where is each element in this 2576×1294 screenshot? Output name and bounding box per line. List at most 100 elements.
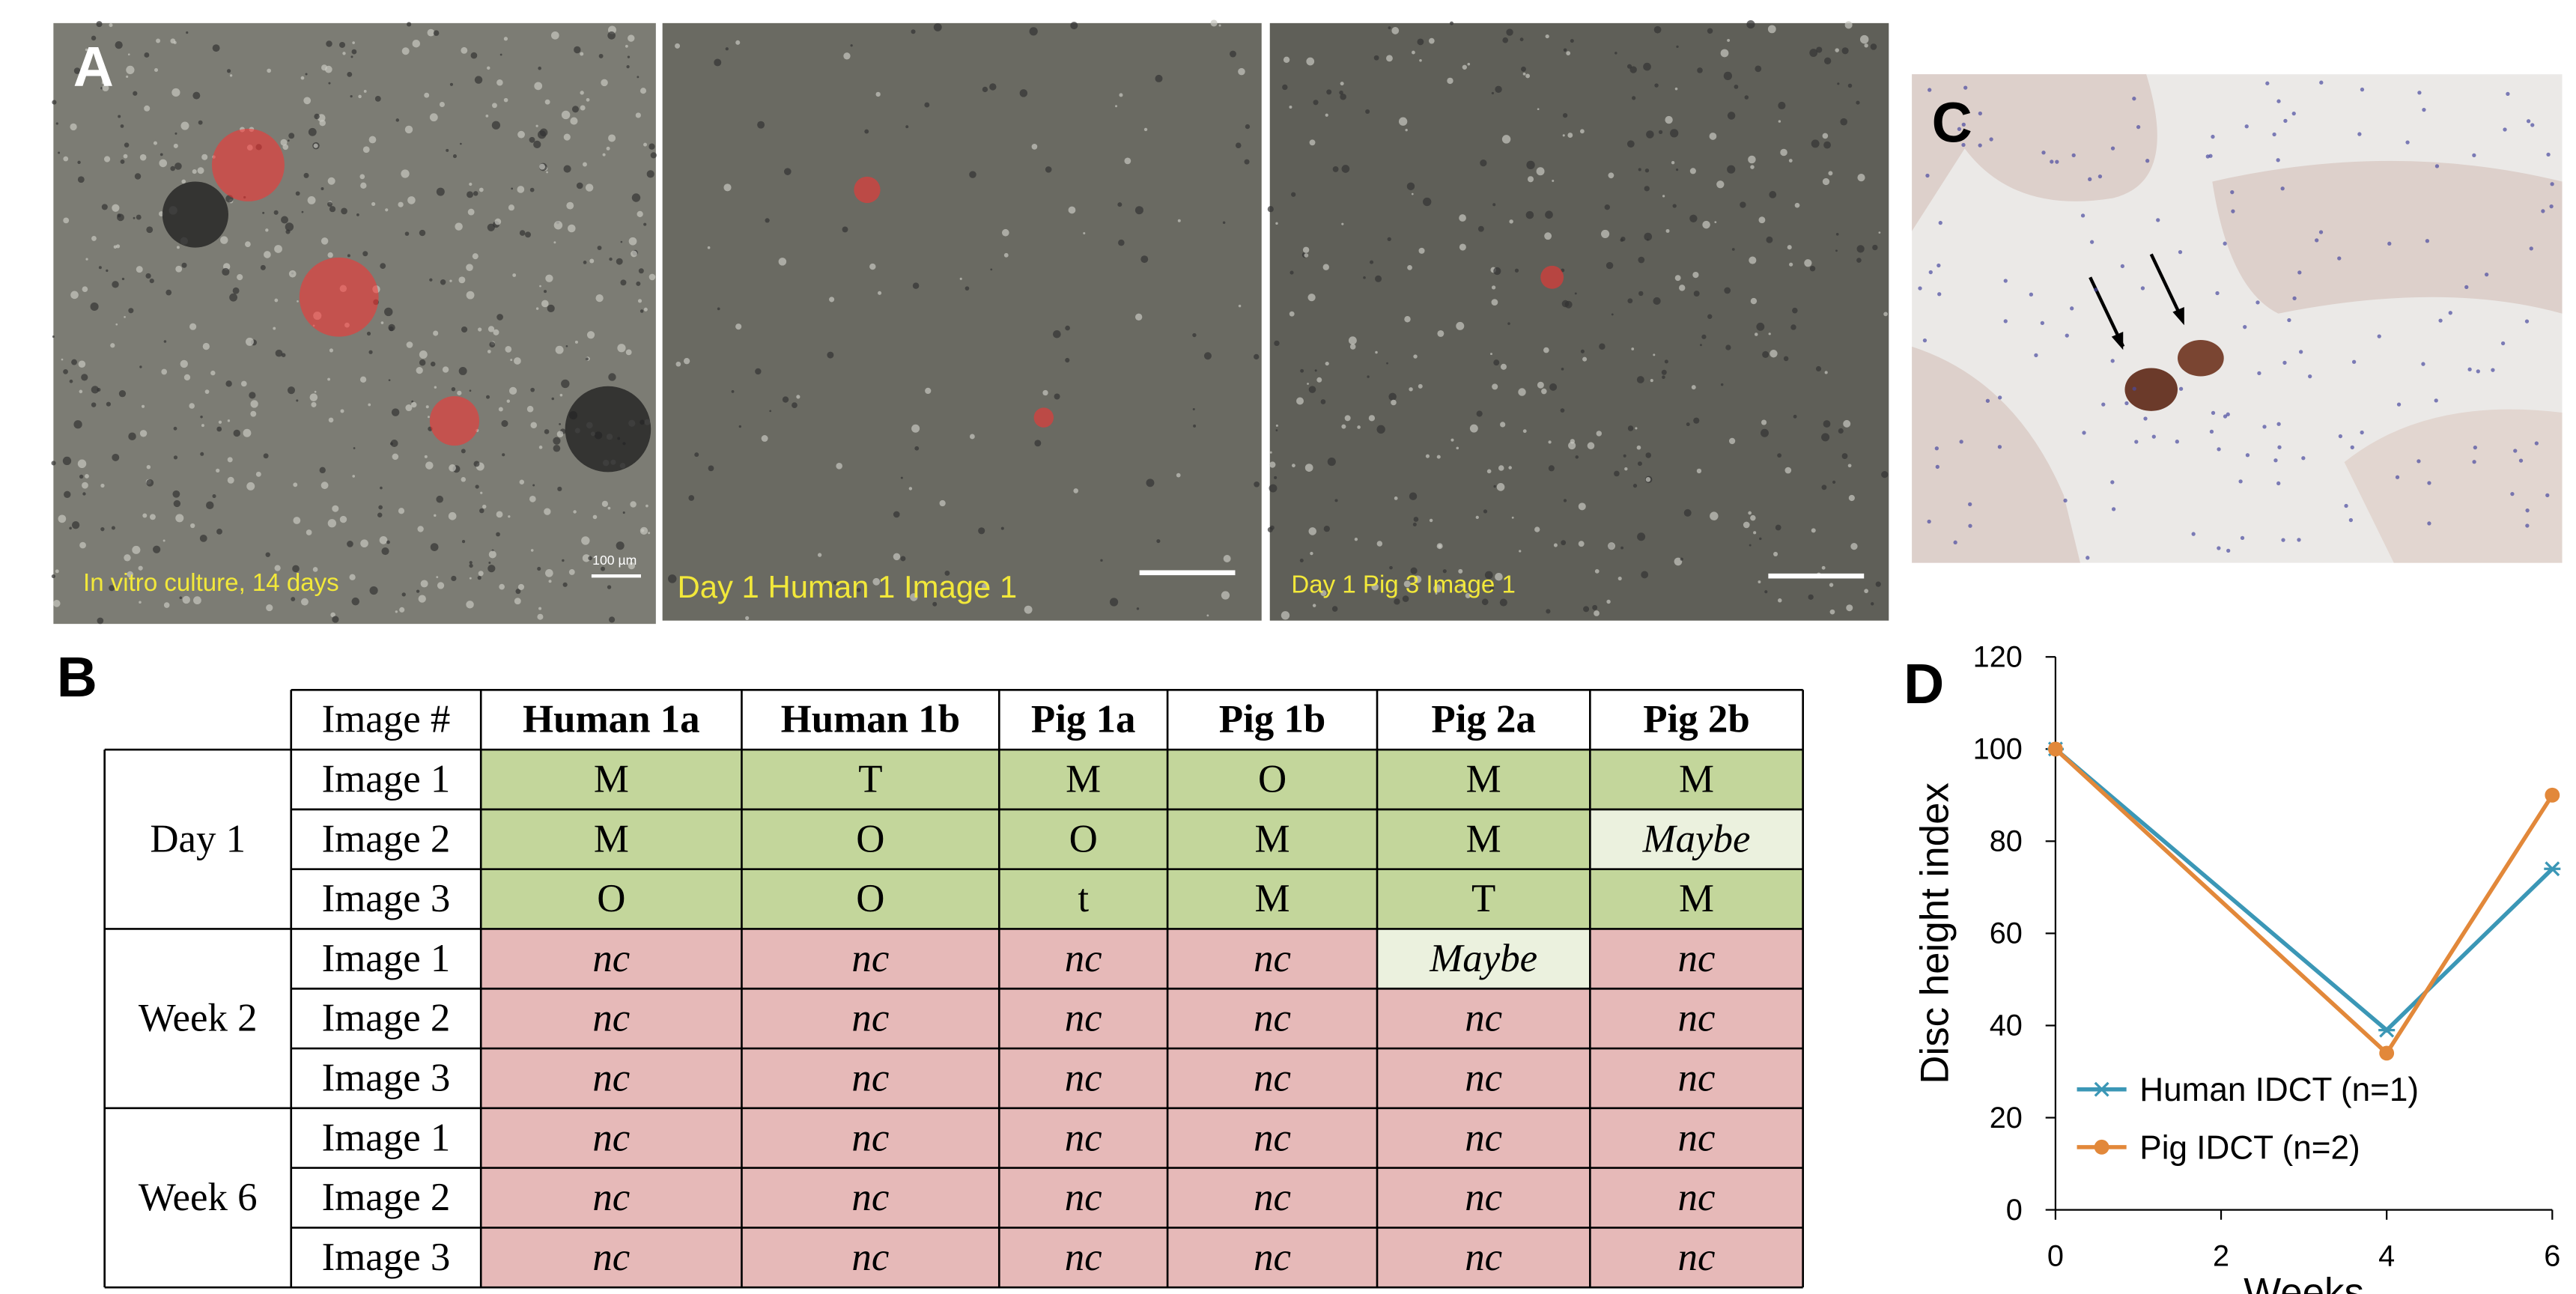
texture	[136, 266, 143, 273]
texture	[646, 170, 654, 178]
texture	[446, 148, 449, 152]
texture	[573, 510, 577, 514]
texture	[303, 97, 312, 105]
texture	[1606, 261, 1614, 270]
texture	[506, 399, 511, 403]
texture	[112, 204, 120, 212]
texture	[683, 358, 690, 365]
nucleus	[2101, 402, 2106, 407]
nucleus	[2282, 360, 2287, 365]
texture	[607, 31, 616, 40]
texture	[1299, 559, 1304, 563]
texture	[340, 409, 344, 413]
texture	[274, 245, 282, 253]
texture	[190, 523, 195, 529]
texture	[401, 169, 410, 178]
texture	[1391, 27, 1400, 34]
cell-text: nc	[851, 1116, 889, 1159]
texture	[510, 359, 513, 362]
texture	[173, 499, 181, 508]
texture	[1500, 422, 1506, 428]
texture	[1245, 124, 1251, 130]
texture	[1654, 83, 1659, 88]
texture	[539, 285, 541, 288]
nucleus	[2055, 160, 2059, 164]
texture	[173, 455, 178, 460]
texture	[1743, 521, 1750, 529]
texture	[1644, 232, 1653, 241]
texture	[607, 506, 611, 510]
micrograph	[1269, 22, 1889, 621]
nucleus	[1985, 398, 1990, 403]
texture	[362, 146, 370, 154]
texture	[85, 473, 89, 479]
texture	[327, 252, 333, 258]
cell-bg	[1167, 809, 1378, 869]
nucleus	[2550, 182, 2554, 186]
texture	[121, 277, 125, 281]
cell-text: nc	[1465, 1236, 1502, 1279]
texture	[202, 342, 210, 350]
texture	[1302, 246, 1310, 253]
texture	[332, 616, 339, 623]
nucleus	[2315, 238, 2319, 243]
texture	[872, 577, 881, 586]
texture	[1244, 159, 1250, 165]
texture	[1744, 95, 1749, 100]
texture	[900, 476, 903, 479]
texture	[267, 68, 272, 73]
texture	[1429, 518, 1433, 523]
texture	[1767, 25, 1776, 34]
texture	[1409, 387, 1413, 392]
texture	[103, 156, 111, 162]
texture	[352, 41, 355, 44]
texture	[1871, 602, 1874, 606]
texture	[905, 125, 909, 129]
texture	[216, 426, 222, 432]
cell-bg	[1377, 1227, 1591, 1288]
texture	[1778, 598, 1782, 603]
cell-bg	[741, 1227, 1000, 1288]
texture	[91, 402, 97, 407]
texture	[1447, 77, 1453, 85]
texture	[112, 281, 119, 288]
texture	[63, 368, 68, 374]
cell-bg	[1377, 809, 1591, 869]
texture	[128, 308, 134, 314]
texture	[1599, 343, 1606, 350]
texture	[149, 278, 154, 284]
texture	[769, 410, 772, 413]
texture	[274, 565, 281, 571]
texture	[1034, 440, 1042, 447]
texture	[1344, 415, 1351, 422]
texture	[1646, 130, 1654, 139]
texture	[914, 446, 920, 451]
texture	[1275, 222, 1278, 225]
texture	[1117, 202, 1123, 207]
texture	[1456, 446, 1459, 450]
texture	[1714, 221, 1717, 224]
texture	[1775, 524, 1781, 531]
texture	[568, 224, 576, 233]
texture	[386, 540, 390, 544]
texture	[765, 218, 770, 223]
texture	[139, 430, 148, 437]
cell-text: M	[1255, 877, 1290, 920]
texture	[371, 201, 376, 207]
nucleus	[2120, 264, 2125, 269]
texture	[449, 279, 452, 282]
cell-aggregate	[162, 181, 228, 248]
texture	[1844, 21, 1853, 29]
texture	[366, 331, 371, 336]
texture	[1275, 429, 1278, 432]
texture	[124, 142, 130, 148]
nucleus	[1957, 127, 1962, 131]
texture	[1386, 55, 1393, 62]
cell-bg	[1590, 869, 1803, 929]
texture	[321, 482, 329, 490]
texture	[141, 404, 145, 408]
texture	[1828, 171, 1833, 176]
nucleus	[2344, 503, 2348, 508]
nucleus	[2223, 241, 2227, 246]
texture	[1376, 541, 1383, 547]
